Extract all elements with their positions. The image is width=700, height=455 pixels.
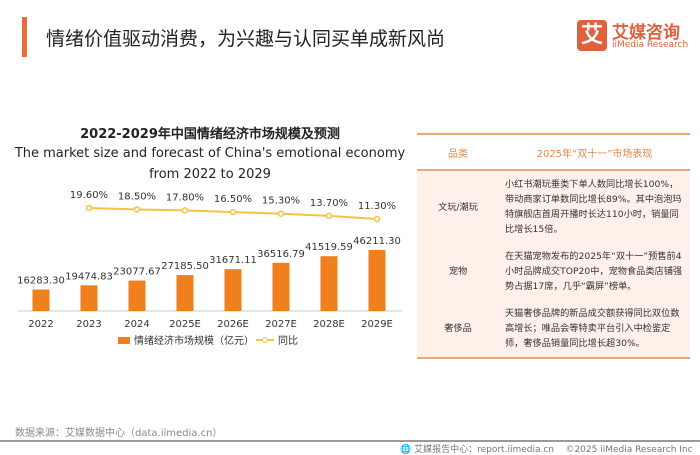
market-table: 品类 2025年“双十一”市场表现 文玩/潮玩 小红书潮玩垂类下单人数同比增长100…: [417, 133, 690, 359]
line-label: 18.50%: [118, 191, 156, 202]
x-tick-label: 2027E: [265, 319, 297, 330]
line-point: [325, 212, 333, 220]
globe-icon: 🌐: [400, 445, 412, 455]
x-tick-label: 2023: [76, 319, 101, 330]
bar-label: 19474.83: [65, 271, 113, 282]
legend-line-label: 同比: [278, 335, 298, 347]
cell-text: 天猫奢侈品牌的新品成交额获得同比双位数高增长；唯品会等特卖平台引入中检鉴定师，奢…: [499, 300, 690, 359]
x-tick-label: 2026E: [217, 319, 249, 330]
x-tick-label: 2024: [124, 319, 149, 330]
logo-icon: 艾: [577, 20, 607, 51]
bar-label: 16283.30: [17, 276, 65, 287]
bar-label: 31671.11: [209, 255, 257, 266]
legend-bar-swatch: [118, 337, 130, 344]
line-label: 19.60%: [70, 190, 108, 201]
legend-line-marker: [262, 337, 268, 343]
data-source: 数据来源：艾媒数据中心（data.iimedia.cn）: [15, 428, 223, 439]
bar: [176, 275, 194, 311]
line-point: [277, 210, 285, 217]
bar: [272, 262, 290, 311]
cell-category: 奢侈品: [417, 300, 499, 359]
bar-label: 36516.79: [257, 249, 305, 260]
logo-subtext: iiMedia Research: [612, 40, 689, 50]
cell-category: 文玩/潮玩: [417, 170, 499, 243]
copyright: ©2025 iiMedia Research Inc: [565, 445, 693, 455]
line-point: [85, 204, 93, 212]
cell-text: 小红书潮玩垂类下单人数同比增长100%，带动商家订单数同比增长89%。其中泡泡玛…: [499, 170, 690, 243]
bar: [128, 280, 146, 311]
line-label: 17.80%: [166, 192, 204, 203]
chart-subtitle-1: The market size and forecast of China's …: [14, 146, 406, 161]
bar: [320, 256, 338, 311]
line-label: 11.30%: [358, 201, 396, 212]
bar-label: 46211.30: [353, 236, 401, 247]
table-row: 奢侈品 天猫奢侈品牌的新品成交额获得同比双位数高增长；唯品会等特卖平台引入中检鉴定…: [417, 300, 690, 359]
bar: [368, 250, 386, 311]
chart: 16283.30 2022 19474.83 2023 23077.67 2024 2718…: [17, 190, 402, 347]
line-label: 16.50%: [214, 194, 252, 205]
chart-subtitle-2: from 2022 to 2029: [149, 167, 271, 182]
line-point: [373, 215, 381, 223]
bar: [80, 285, 98, 311]
line-label: 15.30%: [262, 196, 300, 207]
footer: 🌐 艾媒报告中心：report.iimedia.cn ©2025 iiMedia…: [400, 442, 693, 455]
x-tick-label: 2029E: [361, 319, 393, 330]
logo-text: 艾媒咨询: [612, 23, 680, 43]
header-category: 品类: [417, 133, 499, 171]
line-point: [181, 207, 189, 214]
line-point: [229, 208, 237, 216]
x-tick-label: 2025E: [169, 319, 201, 330]
page-title: 情绪价值驱动消费，为兴趣与认同买单成新风尚: [46, 28, 446, 50]
bar-label: 41519.59: [305, 242, 353, 253]
bar-label: 27185.50: [161, 261, 209, 272]
bar: [32, 289, 50, 311]
report-link[interactable]: 艾媒报告中心：report.iimedia.cn: [414, 445, 554, 455]
chart-title: 2022-2029年中国情绪经济市场规模及预测: [80, 127, 340, 142]
cell-category: 宠物: [417, 243, 499, 300]
table-row: 文玩/潮玩 小红书潮玩垂类下单人数同比增长100%，带动商家订单数同比增长89%。…: [417, 170, 690, 243]
line-point: [133, 206, 141, 213]
x-tick-label: 2022: [28, 319, 53, 330]
legend-bar-label: 情绪经济市场规模（亿元）: [134, 334, 254, 347]
footer-divider: [0, 440, 700, 442]
line-label: 13.70%: [310, 198, 348, 209]
title-accent-bar: [22, 17, 27, 57]
bar: [224, 269, 242, 311]
x-tick-label: 2028E: [313, 319, 345, 330]
header-performance: 2025年“双十一”市场表现: [499, 133, 690, 171]
bar-label: 23077.67: [113, 267, 161, 278]
cell-text: 在天猫宠物发布的2025年“双十一”预售前4小时品牌成交TOP20中，宠物食品类…: [499, 243, 690, 300]
table-row: 宠物 在天猫宠物发布的2025年“双十一”预售前4小时品牌成交TOP20中，宠物食…: [417, 243, 690, 300]
